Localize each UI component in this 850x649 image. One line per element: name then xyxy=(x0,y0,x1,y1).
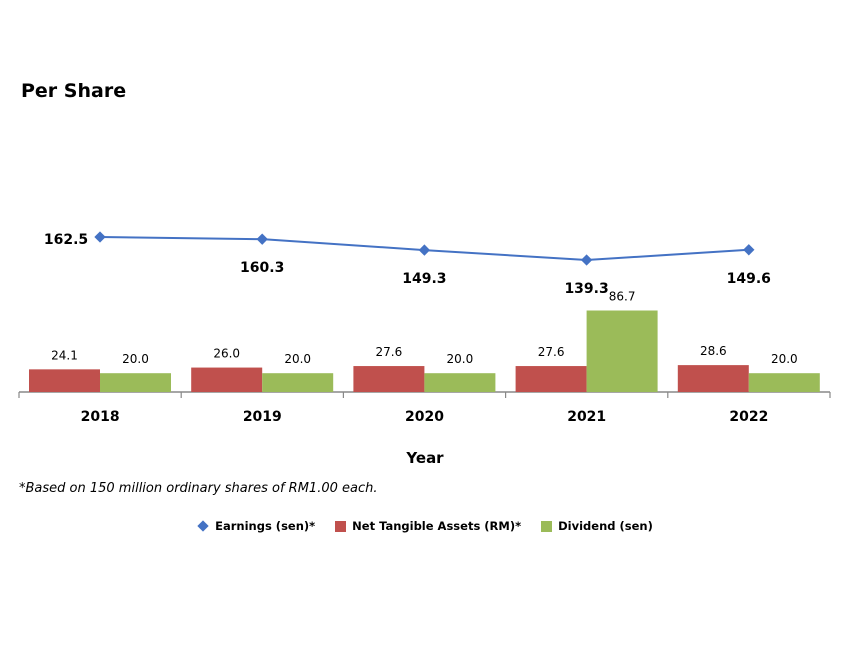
x-tick-label: 2021 xyxy=(567,409,606,425)
data-label-earnings: 139.3 xyxy=(564,281,608,297)
data-label-dividend: 86.7 xyxy=(609,290,636,304)
data-label-earnings: 149.3 xyxy=(402,271,446,287)
data-label-earnings: 149.6 xyxy=(727,271,771,287)
data-label-nta: 27.6 xyxy=(376,345,403,359)
bar-nta xyxy=(29,369,100,392)
bar-nta xyxy=(515,366,587,392)
legend-diamond-icon xyxy=(197,520,209,532)
legend: Earnings (sen)* Net Tangible Assets (RM)… xyxy=(0,519,850,533)
data-label-nta: 28.6 xyxy=(700,344,727,358)
bar-nta xyxy=(353,366,425,392)
legend-item-nta: Net Tangible Assets (RM)* xyxy=(335,519,521,533)
legend-item-dividend: Dividend (sen) xyxy=(541,519,653,533)
x-tick-label: 2019 xyxy=(243,409,282,425)
earnings-point xyxy=(256,233,268,245)
x-tick-label: 2022 xyxy=(729,409,768,425)
x-axis-title: Year xyxy=(405,449,444,467)
earnings-point xyxy=(418,244,431,256)
bar-dividend xyxy=(424,373,496,392)
data-label-dividend: 20.0 xyxy=(122,352,149,366)
earnings-point xyxy=(580,254,593,266)
data-label-dividend: 20.0 xyxy=(447,352,474,366)
earnings-point xyxy=(94,231,106,243)
x-tick-label: 2018 xyxy=(81,409,120,425)
bar-dividend xyxy=(262,373,334,392)
earnings-point xyxy=(743,244,755,256)
data-label-nta: 27.6 xyxy=(538,345,565,359)
footnote: *Based on 150 million ordinary shares of… xyxy=(19,481,378,496)
bar-dividend xyxy=(586,310,658,392)
data-label-nta: 24.1 xyxy=(51,348,78,362)
data-label-earnings: 162.5 xyxy=(44,232,88,248)
bar-dividend xyxy=(748,373,820,392)
data-label-dividend: 20.0 xyxy=(284,352,311,366)
legend-swatch-dividend xyxy=(541,520,553,532)
data-label-dividend: 20.0 xyxy=(771,352,798,366)
legend-label-earnings: Earnings (sen)* xyxy=(215,519,316,533)
per-share-chart: 24.1 20.0 2018 26.0 20.0 2019 27.6 20.0 2020 27.6… xyxy=(18,231,831,467)
legend-label-dividend: Dividend (sen) xyxy=(558,519,653,533)
legend-item-earnings: Earnings (sen)* xyxy=(197,519,315,533)
data-label-earnings: 160.3 xyxy=(240,260,284,276)
bar-nta xyxy=(191,367,263,392)
page-title: Per Share xyxy=(21,80,127,102)
data-label-nta: 26.0 xyxy=(213,347,240,361)
legend-label-nta: Net Tangible Assets (RM)* xyxy=(352,519,522,533)
x-tick-label: 2020 xyxy=(405,409,444,425)
legend-swatch-nta xyxy=(335,520,347,532)
bar-dividend xyxy=(100,373,171,392)
bar-nta xyxy=(677,365,749,392)
